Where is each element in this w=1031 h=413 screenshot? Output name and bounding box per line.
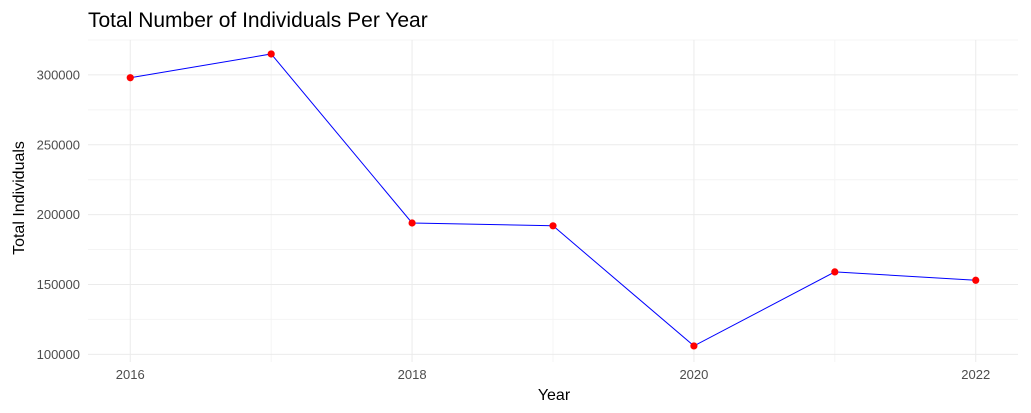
data-point [267, 50, 275, 58]
x-tick-labels: 2016 2018 2020 2022 [116, 367, 990, 382]
y-tick-label: 250000 [37, 137, 80, 152]
x-tick-label: 2016 [116, 367, 145, 382]
data-points [126, 50, 980, 350]
data-point [972, 276, 980, 284]
data-point [126, 74, 134, 82]
grid [88, 39, 1018, 362]
data-point [831, 268, 839, 276]
y-tick-label: 300000 [37, 67, 80, 82]
x-tick-label: 2022 [961, 367, 990, 382]
data-point [408, 219, 416, 227]
y-tick-label: 100000 [37, 347, 80, 362]
y-axis-title: Total Individuals [11, 141, 28, 255]
data-point [690, 342, 698, 350]
y-tick-label: 150000 [37, 277, 80, 292]
y-tick-labels: 100000 150000 200000 250000 300000 [37, 67, 80, 361]
data-point [549, 222, 557, 230]
x-tick-label: 2020 [679, 367, 708, 382]
chart-title: Total Number of Individuals Per Year [88, 9, 428, 32]
y-tick-label: 200000 [37, 207, 80, 222]
x-tick-label: 2018 [398, 367, 427, 382]
x-axis-title: Year [538, 387, 571, 404]
